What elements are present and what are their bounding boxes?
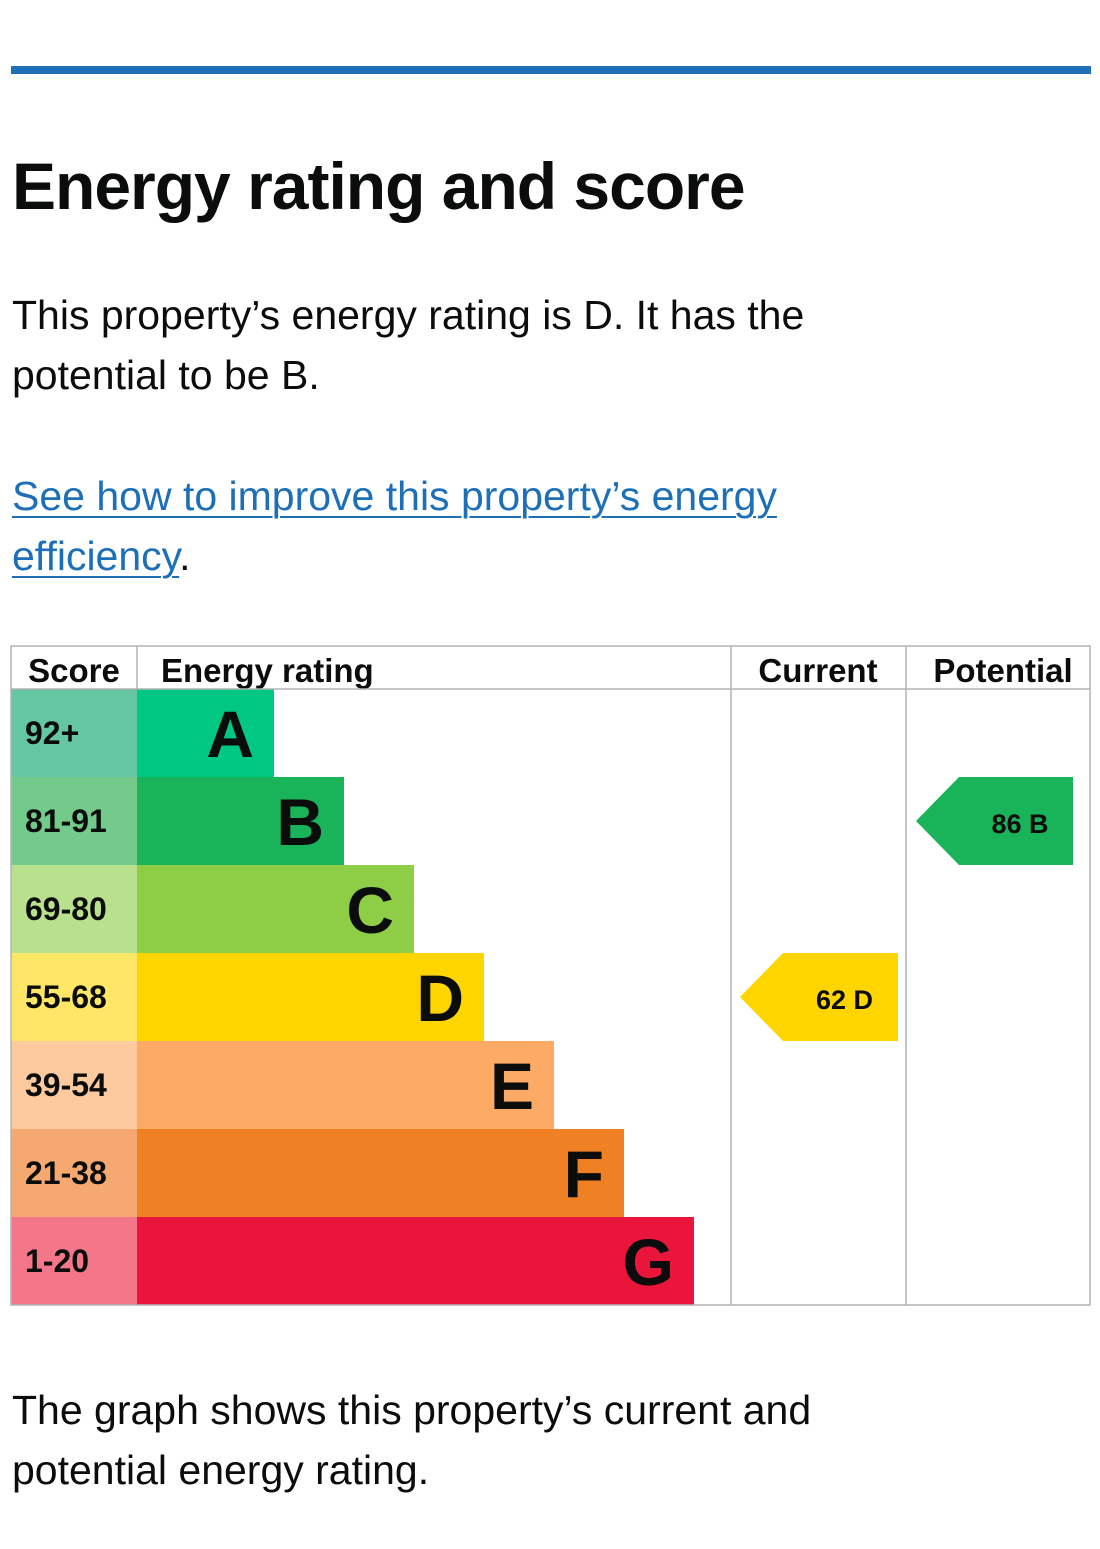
energy-rating-chart: Score Energy rating Current Potential 92+ A 81… <box>10 645 1091 1306</box>
rating-letter-g: G <box>623 1225 674 1299</box>
score-range-d: 55-68 <box>25 979 107 1015</box>
improve-efficiency-link[interactable]: See how to improve this property’s energ… <box>12 473 777 579</box>
current-arrow <box>740 953 898 1041</box>
score-cell-d <box>11 953 137 1041</box>
rating-letter-c: C <box>346 873 394 947</box>
rating-bar-a <box>137 689 274 777</box>
score-range-b: 81-91 <box>25 803 107 839</box>
rating-bar-b <box>137 777 344 865</box>
header-energy-rating: Energy rating <box>161 652 374 689</box>
rating-letter-e: E <box>490 1049 534 1123</box>
link-suffix: . <box>179 533 191 579</box>
score-cell-f <box>11 1129 137 1217</box>
score-range-c: 69-80 <box>25 891 107 927</box>
rating-summary: This property’s energy rating is D. It h… <box>12 292 805 398</box>
rating-bar-c <box>137 865 414 953</box>
score-cell-g <box>11 1217 137 1305</box>
score-range-g: 1-20 <box>25 1243 89 1279</box>
potential-arrow <box>916 777 1073 865</box>
rating-letter-b: B <box>276 785 324 859</box>
potential-rating-label: 86 B <box>991 809 1048 839</box>
score-range-a: 92+ <box>25 715 79 751</box>
current-rating-label: 62 D <box>816 985 873 1015</box>
score-range-f: 21-38 <box>25 1155 107 1191</box>
rating-bar-e <box>137 1041 554 1129</box>
rating-bar-d <box>137 953 484 1041</box>
rating-bar-f <box>137 1129 624 1217</box>
rating-letter-d: D <box>416 961 464 1035</box>
rating-bar-g <box>137 1217 694 1305</box>
score-cell-c <box>11 865 137 953</box>
page-title: Energy rating and score <box>12 149 746 223</box>
header-score: Score <box>28 652 120 689</box>
score-range-e: 39-54 <box>25 1067 107 1103</box>
rating-letter-a: A <box>206 697 254 771</box>
improve-paragraph: See how to improve this property’s energ… <box>12 466 912 586</box>
score-cell-a <box>11 689 137 777</box>
score-cell-e <box>11 1041 137 1129</box>
table-border <box>10 645 1091 1306</box>
header-current: Current <box>758 652 877 689</box>
header-potential: Potential <box>933 652 1072 689</box>
rating-letter-f: F <box>564 1137 604 1211</box>
top-accent-bar <box>11 66 1091 74</box>
score-cell-b <box>11 777 137 865</box>
graph-caption: The graph shows this property’s current … <box>12 1387 812 1493</box>
